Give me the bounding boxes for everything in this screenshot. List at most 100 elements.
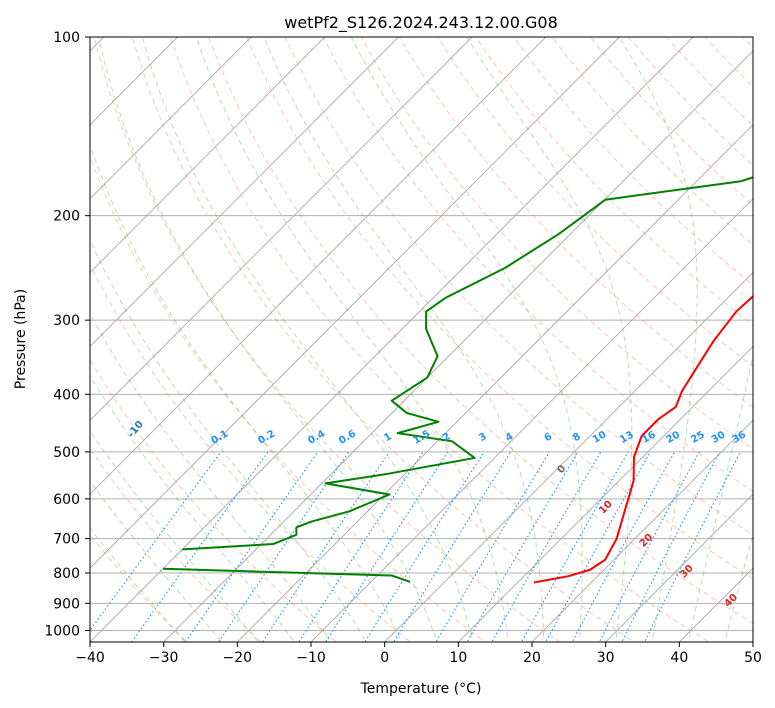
dry-adiabat — [322, 37, 753, 493]
dry-adiabat — [627, 37, 753, 166]
mixing-ratio-line — [90, 451, 222, 632]
x-tick-label: −10 — [296, 650, 326, 666]
isotherm-line — [90, 37, 326, 274]
moist-adiabat — [141, 37, 474, 642]
moist-adiabat — [90, 429, 259, 642]
mixing-ratio-line — [521, 451, 629, 642]
mixing-ratio-line — [184, 451, 319, 642]
isotherm-line — [604, 493, 753, 642]
moist-adiabat-label: 0 — [555, 463, 568, 476]
mixing-ratio-line — [435, 451, 551, 642]
mixing-ratio-label: 3 — [477, 431, 489, 444]
dry-adiabat — [246, 37, 753, 580]
moist-adiabat-label: 30 — [678, 563, 696, 581]
mixing-ratio-label: 0.4 — [306, 428, 327, 446]
y-axis-label: Pressure (hPa) — [13, 289, 29, 389]
x-tick-label: 40 — [670, 650, 688, 666]
isotherm-line — [457, 345, 753, 642]
mixing-ratio-line — [545, 451, 651, 642]
dry-adiabat — [741, 0, 775, 654]
dry-adiabat — [742, 37, 753, 49]
isotherm-line — [90, 37, 621, 569]
y-tick-label: 900 — [53, 596, 80, 612]
isotherm-line — [531, 419, 753, 642]
isotherm-line — [90, 37, 179, 126]
dry-adiabat — [551, 37, 753, 246]
isotherm-line — [90, 37, 547, 495]
mixing-ratio-label: 1 — [382, 431, 394, 444]
y-tick-label: 600 — [53, 492, 80, 508]
mixing-ratio-label: 8 — [571, 431, 583, 444]
dry-adiabat — [665, 37, 753, 127]
moist-adiabat — [90, 143, 403, 642]
moist-adiabat — [90, 312, 331, 642]
mixing-ratio-line — [466, 451, 579, 642]
y-tick-label: 700 — [53, 532, 80, 548]
moist-adiabat — [618, 37, 698, 642]
dry-adiabat — [170, 37, 710, 642]
dry-adiabat — [398, 37, 753, 409]
moist-adiabat — [97, 37, 438, 642]
mixing-ratio-label: 16 — [640, 429, 658, 446]
dry-adiabat — [90, 533, 188, 642]
moist-adiabat — [195, 37, 509, 642]
mixing-ratio-line — [364, 451, 485, 642]
isotherm-line — [752, 641, 753, 642]
isotherm-gridlines — [90, 37, 753, 642]
moist-adiabat — [90, 238, 367, 642]
y-tick-label: 400 — [53, 387, 80, 403]
moist-adiabats — [90, 0, 775, 655]
mixing-ratio-label: 10 — [591, 429, 609, 446]
dry-adiabat — [513, 37, 753, 286]
temperature-line — [533, 295, 753, 584]
x-tick-label: −20 — [223, 650, 253, 666]
moist-adiabat — [758, 0, 775, 655]
dry-adiabat — [90, 263, 412, 642]
mixing-ratio-lines — [90, 451, 741, 642]
x-tick-label: −30 — [149, 650, 179, 666]
moist-adiabat — [687, 352, 753, 642]
isotherm-line — [90, 37, 400, 348]
moist-adiabat-label: 40 — [722, 592, 740, 610]
dry-adiabat — [208, 37, 753, 625]
moist-adiabat-label: 20 — [638, 532, 656, 550]
dry-adiabat — [90, 448, 263, 642]
isotherm-line — [236, 124, 753, 642]
dry-adiabat — [704, 37, 753, 88]
x-tick-label: 50 — [744, 650, 762, 666]
x-tick-label: 10 — [449, 650, 467, 666]
mixing-ratio-line — [598, 451, 700, 642]
x-axis-ticks: −40 −30 −20 −10 0 10 20 30 40 50 — [75, 642, 762, 666]
sounding-series — [162, 176, 753, 584]
x-tick-label: −40 — [75, 650, 105, 666]
isotherm-line — [90, 37, 252, 200]
isobar-gridlines — [90, 37, 753, 631]
mixing-ratio-label: 0.6 — [337, 428, 358, 446]
moist-adiabat-label: 10 — [597, 499, 615, 517]
y-axis-ticks: 100 200 300 400 500 600 700 800 900 1000 — [44, 30, 90, 640]
y-tick-label: 100 — [53, 30, 80, 46]
mixing-ratio-label: 2 — [441, 431, 453, 444]
mixing-ratio-line — [261, 451, 390, 642]
mixing-ratio-label: 4 — [504, 431, 516, 444]
plot-frame — [89, 36, 754, 643]
x-tick-label: 30 — [597, 650, 615, 666]
mixing-ratio-line — [131, 451, 269, 642]
dry-adiabat — [131, 37, 636, 642]
moist-adiabat — [466, 37, 633, 642]
mixing-ratio-line — [298, 451, 424, 642]
isotherm-line — [90, 37, 473, 422]
dry-adiabat — [475, 37, 753, 326]
moist-adiabat — [90, 527, 186, 642]
x-tick-label: 0 — [380, 650, 389, 666]
y-tick-label: 1000 — [44, 624, 80, 640]
dewpoint-line — [182, 176, 753, 551]
mixing-ratio-line — [393, 451, 512, 642]
x-axis-label: Temperature (°C) — [360, 681, 482, 697]
mixing-ratio-line — [325, 451, 449, 642]
moist-adiabat — [724, 532, 753, 642]
isotherm-line — [90, 37, 694, 642]
mixing-ratio-label: 0.1 — [209, 428, 230, 446]
moist-adiabat — [350, 37, 583, 642]
